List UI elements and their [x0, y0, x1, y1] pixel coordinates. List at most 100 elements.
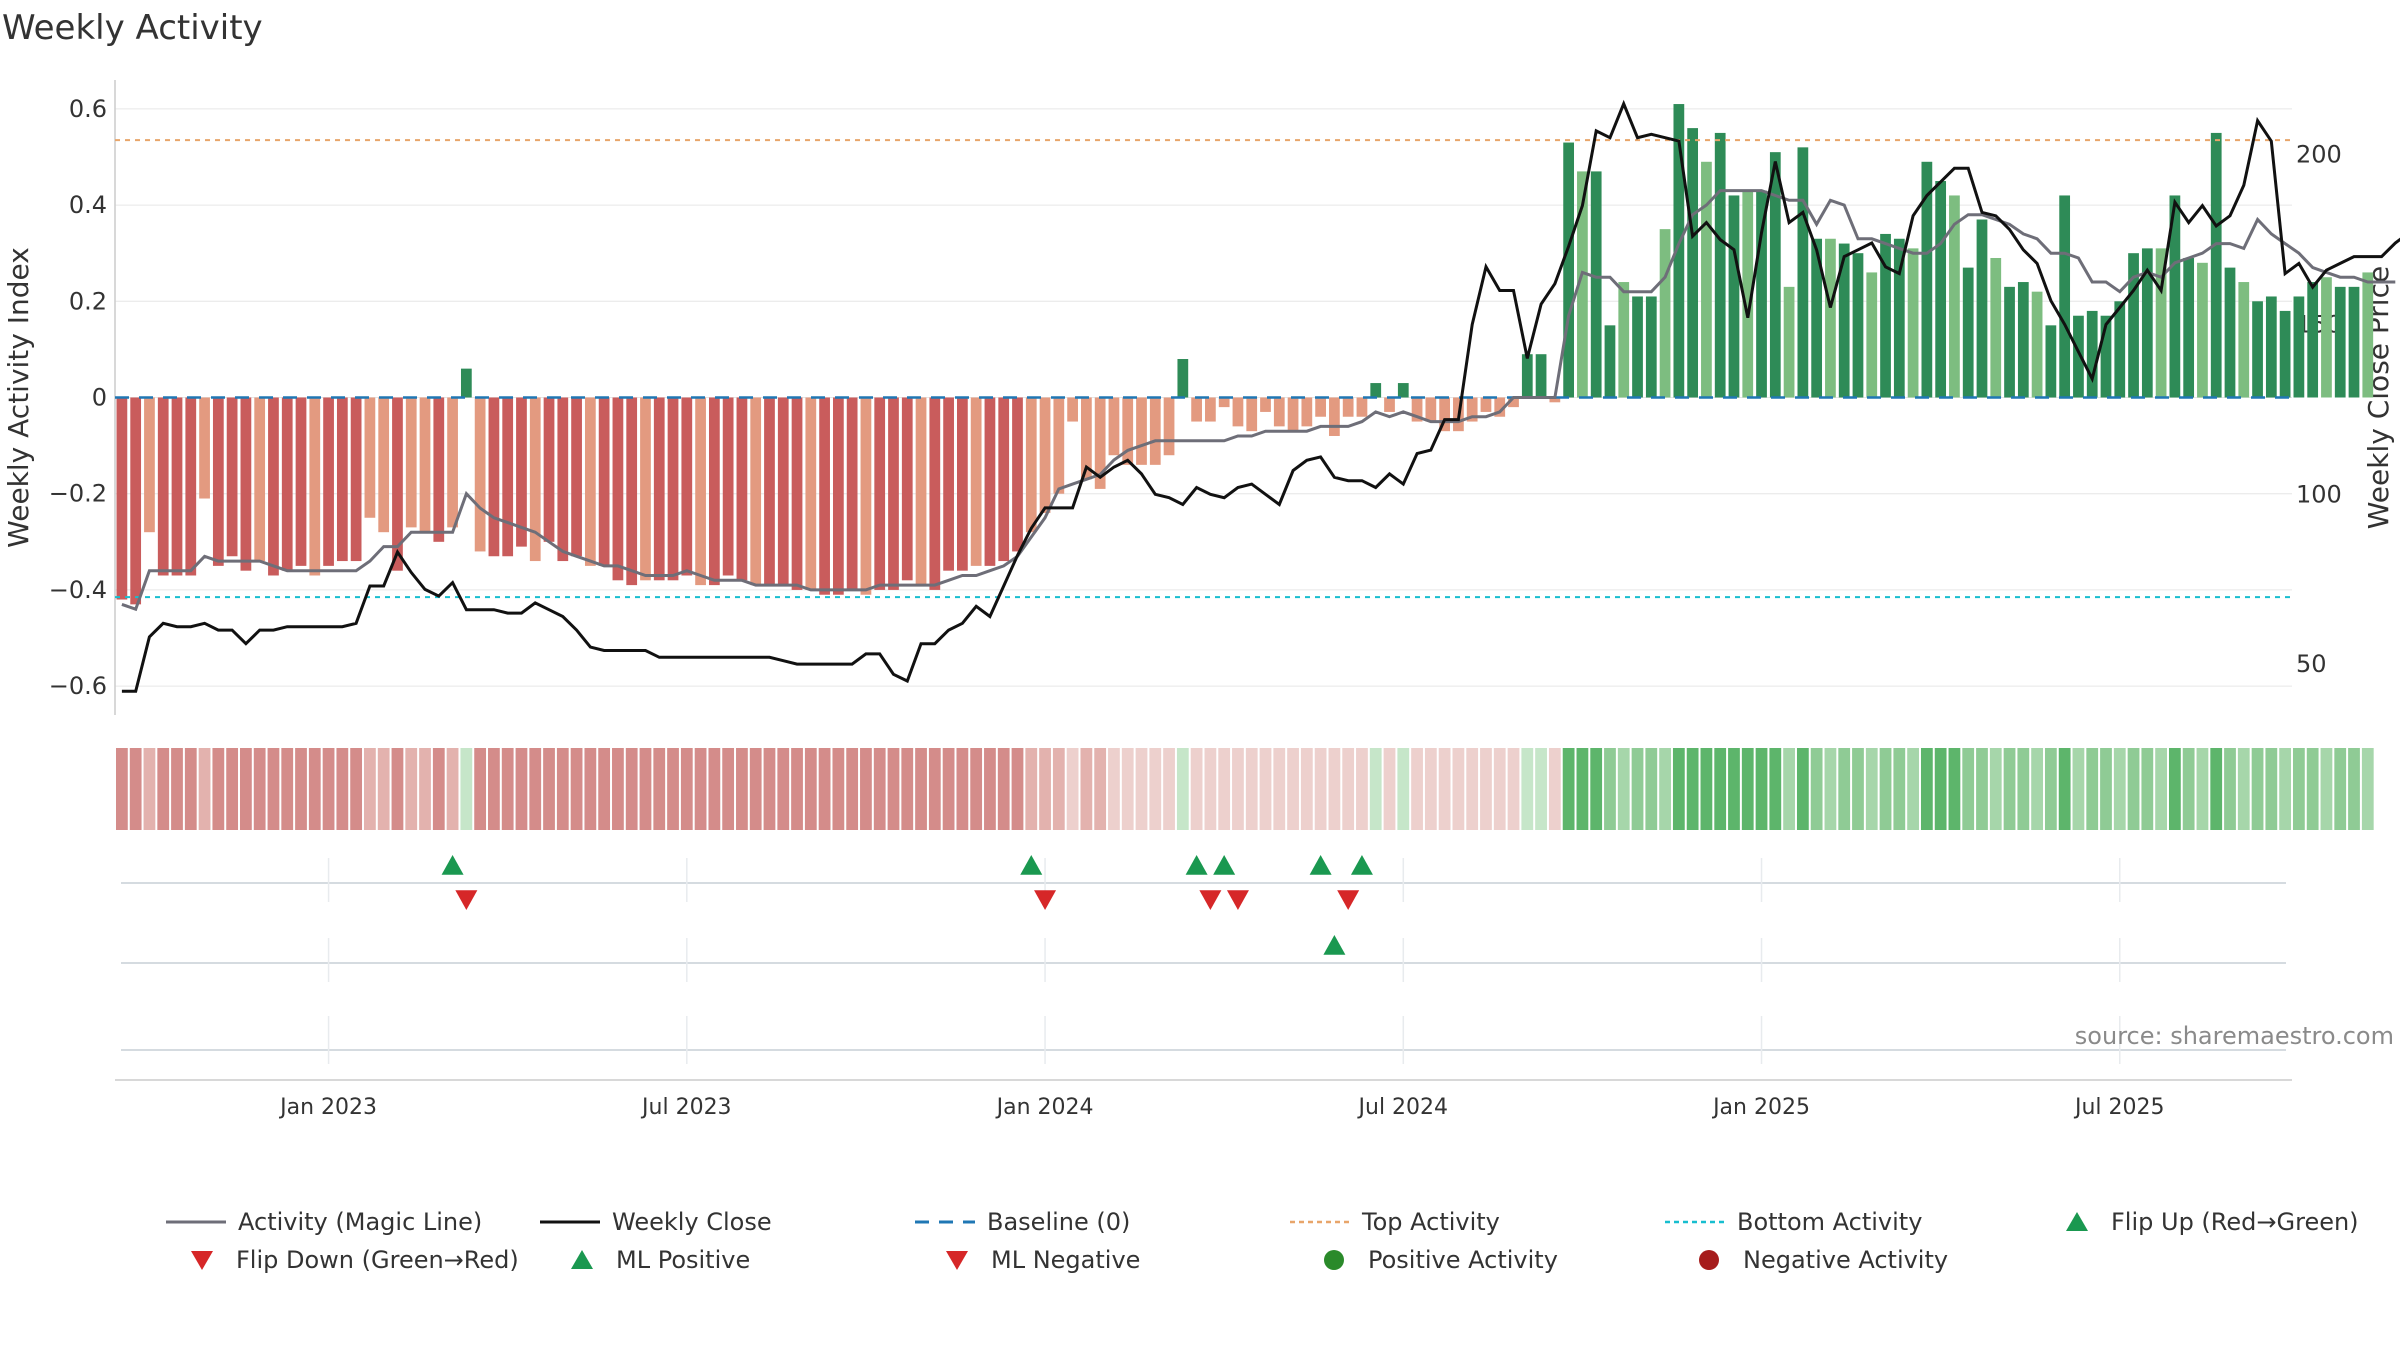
activity-bar [2169, 195, 2181, 398]
flip-down-marker [1199, 890, 1222, 910]
activity-bar [1177, 359, 1189, 398]
activity-bar [1756, 190, 1767, 398]
activity-strip-cell [1865, 748, 1878, 830]
activity-bar [419, 397, 431, 533]
activity-bar [984, 397, 996, 566]
legend-label: Top Activity [1362, 1208, 1500, 1236]
activity-bar [612, 397, 624, 581]
activity-bar [1149, 397, 1161, 465]
activity-strip-cell [956, 748, 969, 830]
activity-strip-cell [1783, 748, 1795, 830]
flip-up-marker [1020, 855, 1043, 875]
activity-bar [1563, 142, 1575, 398]
activity-strip-cell [1796, 748, 1809, 830]
activity-bar [364, 397, 376, 518]
legend-item-pos-act: Positive Activity [1312, 1246, 1558, 1274]
activity-bar [1466, 397, 1478, 422]
activity-bar [571, 397, 582, 557]
activity-strip-cell [2127, 748, 2140, 830]
activity-bar [1880, 233, 1891, 398]
flip-down-marker [1226, 890, 1249, 910]
legend-item-neg-act: Negative Activity [1687, 1246, 1948, 1274]
activity-bar [557, 397, 569, 562]
activity-bar [157, 397, 169, 576]
x-tick-label: Jan 2023 [278, 1095, 377, 1120]
activity-bar [1701, 161, 1712, 398]
activity-bar [1081, 397, 1092, 480]
activity-strip-cell [1121, 748, 1134, 830]
activity-bar [488, 397, 500, 557]
activity-bar [1163, 397, 1175, 456]
activity-strip-cell [1976, 748, 1988, 830]
activity-bar [708, 397, 720, 586]
activity-bar [1494, 397, 1506, 417]
activity-strip-cell [529, 748, 542, 830]
activity-strip-cell [143, 748, 156, 830]
activity-bar [1949, 195, 1960, 398]
activity-strip-cell [1810, 748, 1823, 830]
activity-strip-cell [818, 748, 831, 830]
y-tick-label-left: 0 [92, 384, 107, 412]
activity-bar [901, 397, 913, 581]
activity-strip-cell [1287, 748, 1299, 830]
activity-bar [888, 397, 899, 590]
y-tick-label-left: 0.6 [69, 95, 107, 123]
activity-bar [2114, 301, 2126, 398]
activity-bar [1315, 397, 1326, 417]
legend-swatch-icon [1324, 1250, 1344, 1270]
activity-strip-cell [253, 748, 266, 830]
magic-line-series [121, 189, 2396, 612]
activity-strip-cell [1604, 748, 1616, 830]
activity-bar [957, 397, 968, 571]
activity-strip-cell [2031, 748, 2043, 830]
activity-strip-cell [1356, 748, 1368, 830]
activity-strip-cell [198, 748, 211, 830]
activity-strip-cell [1218, 748, 1231, 830]
legend-label: ML Positive [616, 1246, 751, 1274]
activity-bar [1577, 171, 1588, 398]
activity-strip-cell [474, 748, 487, 830]
activity-bar [1797, 147, 1809, 398]
activity-strip-cell [1438, 748, 1451, 830]
legend-item-ml-neg: ML Negative [935, 1246, 1140, 1274]
activity-strip-cell [2361, 748, 2374, 830]
activity-bar [460, 368, 472, 398]
y-tick-label-left: −0.2 [49, 480, 107, 508]
activity-strip-cell [708, 748, 721, 830]
activity-strip-cell [116, 748, 128, 830]
activity-strip-cell [1424, 748, 1437, 830]
activity-bar [764, 397, 775, 586]
activity-strip-cell [2017, 748, 2030, 830]
activity-bar [2252, 301, 2263, 398]
activity-bar [1384, 397, 1395, 412]
legend-label: Flip Down (Green→Red) [236, 1246, 519, 1274]
legend-item-flip-down: Flip Down (Green→Red) [180, 1246, 519, 1274]
activity-strip-cell [240, 748, 252, 830]
activity-strip-cell [584, 748, 597, 830]
activity-bar [2004, 286, 2015, 398]
activity-strip-cell [1934, 748, 1947, 830]
activity-bar [254, 397, 266, 562]
activity-strip-cell [970, 748, 983, 830]
activity-bar [1783, 286, 1795, 398]
legend-swatch-icon [571, 1250, 593, 1269]
activity-bar [474, 397, 486, 552]
activity-bar [2031, 291, 2043, 398]
activity-strip-cell [1011, 748, 1024, 830]
activity-strip-cell [2237, 748, 2250, 830]
activity-bar [1067, 397, 1078, 422]
activity-bar [2334, 286, 2346, 398]
activity-strip-cell [212, 748, 225, 830]
activity-bar [2017, 282, 2029, 398]
activity-strip-cell [2155, 748, 2167, 830]
activity-strip-cell [1686, 748, 1699, 830]
legend-item-weekly-close: Weekly Close [540, 1208, 772, 1236]
activity-bar [1025, 397, 1037, 533]
activity-bar [1508, 397, 1519, 408]
activity-bar [2265, 296, 2277, 398]
activity-strip-cell [1480, 748, 1492, 830]
activity-strip-cell [1369, 748, 1382, 830]
activity-bar [1370, 383, 1382, 398]
activity-strip-cell [777, 748, 790, 830]
legend-label: Activity (Magic Line) [238, 1208, 483, 1236]
